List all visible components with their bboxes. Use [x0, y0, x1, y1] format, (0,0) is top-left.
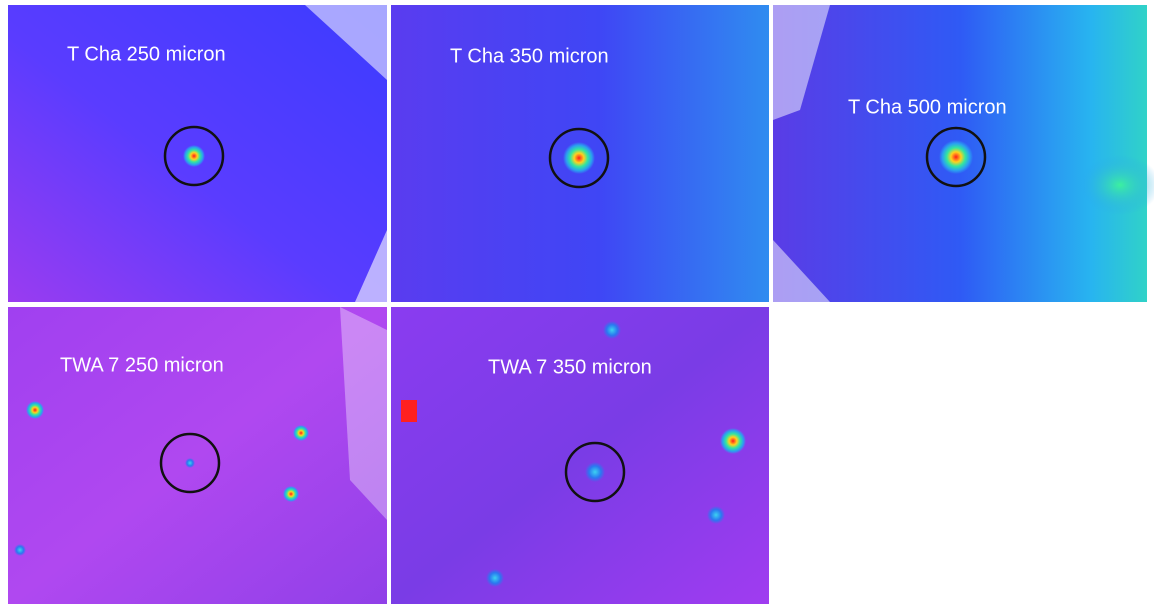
- target-circle: [159, 432, 221, 494]
- panel-label: T Cha 500 micron: [848, 96, 1007, 118]
- panel: TWA 7 350 micron: [391, 307, 769, 604]
- field-source: [14, 544, 26, 556]
- target-circle: [163, 125, 225, 187]
- field-source: [486, 569, 504, 587]
- source: [185, 458, 195, 468]
- edge-mask: [355, 230, 387, 302]
- panel: T Cha 250 micron: [8, 5, 387, 302]
- source: [183, 145, 205, 167]
- panel: TWA 7 250 micron: [8, 307, 387, 604]
- panel: T Cha 500 micron: [773, 5, 1154, 302]
- field-source: [401, 400, 417, 422]
- field-source: [603, 321, 621, 339]
- target-circle: [564, 441, 626, 503]
- target-circle: [548, 127, 610, 189]
- source: [939, 140, 973, 174]
- edge-mask: [773, 5, 830, 120]
- edge-mask: [773, 240, 830, 302]
- map: [391, 307, 769, 604]
- edge-mask: [340, 307, 387, 520]
- field-source: [283, 486, 299, 502]
- source: [563, 142, 595, 174]
- target-circle: [925, 126, 987, 188]
- diffuse-emission: [1080, 155, 1154, 215]
- field-source: [293, 425, 309, 441]
- field-source: [720, 428, 746, 454]
- panel-label: T Cha 250 micron: [67, 43, 226, 65]
- field-source: [707, 506, 725, 524]
- panel: T Cha 350 micron: [391, 5, 769, 302]
- panel-label: T Cha 350 micron: [450, 45, 609, 67]
- map: [8, 307, 387, 604]
- panel-label: TWA 7 250 micron: [60, 354, 224, 376]
- field-source: [26, 401, 44, 419]
- source: [585, 462, 605, 482]
- edge-mask: [305, 5, 387, 80]
- panel-label: TWA 7 350 micron: [488, 356, 652, 378]
